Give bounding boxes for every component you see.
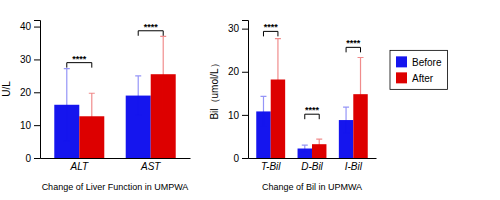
tick-label: D-Bil [301,161,323,172]
annotation: **** [72,54,87,64]
x-axis: ALT AST [41,158,191,172]
error-bar [275,39,281,121]
tick-mark [242,72,248,73]
panel: 0 10 20 30 T-Bil D-Bil I-Bil Bil（umol/L） Change … [209,21,377,193]
y-axis: 0 10 20 30 40 [20,21,41,164]
tick-mark [34,92,40,93]
tick: D-Bil [301,158,323,172]
tick-mark [34,27,40,28]
axis-line [41,158,191,159]
annotation: **** [346,38,361,48]
tick-label: 30 [20,54,32,65]
error-bar [64,69,70,141]
error-bar [358,58,364,131]
y-axis-title: Bil（umol/L） [209,58,220,119]
tick: 40 [20,21,40,32]
marks [54,36,175,158]
x-axis-title: Change of Bil in UPMWA [262,182,362,192]
tick-mark [34,158,40,159]
tick-label: AST [140,161,161,172]
tick: 0 [25,153,40,164]
legend-item: After [396,72,434,84]
tick: 20 [20,87,40,98]
panel: 0 10 20 30 40 ALT AST U/L Change of Liver Functi… [1,21,191,193]
error-bar [302,145,308,152]
legend-swatch [396,56,407,67]
annotation: **** [264,22,279,32]
tick: 20 [228,66,248,77]
x-axis: T-Bil D-Bil I-Bil [249,158,377,172]
marks [256,39,367,158]
axis-line [34,21,41,159]
tick-label: 0 [25,153,31,164]
legend-frame [390,50,447,89]
tick-label: T-Bil [261,161,281,172]
error-bar [160,36,166,112]
legend-item: Before [396,56,442,68]
tick-label: 10 [228,110,240,121]
error-bar [316,139,322,149]
error-bar [89,93,95,139]
tick: I-Bil [345,158,363,172]
tick-mark [34,125,40,126]
error-bar [343,107,349,133]
x-axis-title: Change of Liver Function in UMPWA [42,182,189,192]
legend-label: Before [412,57,442,68]
tick-mark [242,158,248,159]
y-axis: 0 10 20 30 [228,21,249,164]
error-bar [135,76,141,115]
tick: 30 [20,54,40,65]
tick-label: 20 [228,66,240,77]
tick-label: ALT [69,161,88,172]
error-bar [260,96,266,126]
tick-label: 30 [228,23,240,34]
tick-mark [242,29,248,30]
tick: T-Bil [261,158,281,172]
tick-label: 0 [233,153,239,164]
legend-label: After [412,73,434,84]
tick-mark [242,115,248,116]
tick: 10 [20,120,40,131]
tick-label: 10 [20,120,32,131]
legend: Before After [390,50,447,89]
tick: 30 [228,23,248,34]
tick: 10 [228,110,248,121]
tick-label: 40 [20,21,32,32]
tick: 0 [233,153,248,164]
y-axis-title: U/L [1,81,12,97]
tick-label: 20 [20,87,32,98]
axis-line [249,158,377,159]
chart-root: 0 10 20 30 40 ALT AST U/L Change of Liver Functi… [0,0,500,200]
axis-line [242,21,249,159]
tick-mark [34,59,40,60]
annotation: **** [144,22,159,32]
annotation: **** [305,105,320,115]
tick: ALT [69,158,88,172]
tick-label: I-Bil [345,161,363,172]
legend-swatch [396,72,407,83]
tick: AST [140,158,161,172]
